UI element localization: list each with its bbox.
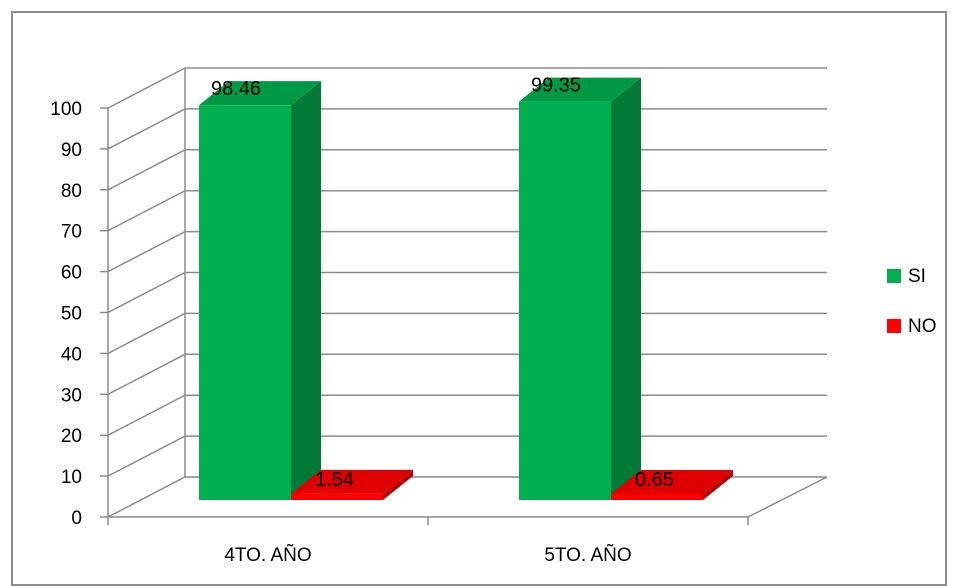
bar-side: [703, 470, 733, 500]
y-tick-label: 40: [61, 344, 82, 365]
bar-side: [383, 469, 413, 500]
legend-label: NO: [908, 316, 937, 337]
y-tick-label: 80: [61, 181, 82, 202]
bar: [291, 493, 383, 500]
bar-top: [199, 81, 321, 106]
x-tick-label: 4TO. AÑO: [224, 544, 311, 566]
y-tick-label: 50: [61, 304, 82, 325]
bar-side: [291, 81, 321, 500]
legend-swatch: [887, 319, 901, 333]
y-tick-label: 60: [61, 263, 82, 284]
bar: [611, 494, 703, 500]
gridline: [107, 67, 827, 109]
y-tick-label: 30: [61, 385, 82, 406]
y-tick-label: 10: [61, 467, 82, 488]
y-tick-label: 70: [61, 222, 82, 243]
y-tick-label: 90: [61, 140, 82, 161]
bar-top: [519, 77, 641, 102]
bar-top: [611, 470, 733, 494]
legend-label: SI: [908, 266, 926, 287]
y-tick-label: 20: [61, 426, 82, 447]
data-label: 98.46: [211, 78, 261, 100]
legend-swatch: [887, 269, 901, 283]
data-label: 99.35: [531, 75, 581, 97]
y-tick-label: 0: [71, 508, 82, 529]
data-label: 0.65: [635, 469, 674, 491]
bar: [519, 101, 611, 500]
data-label: 1.54: [315, 469, 354, 491]
y-tick-label: 100: [50, 99, 82, 120]
bar: [199, 105, 291, 500]
x-tick-label: 5TO. AÑO: [544, 544, 631, 566]
bar-top: [291, 469, 413, 494]
floor-edge: [747, 476, 828, 518]
bar-side: [611, 77, 641, 500]
